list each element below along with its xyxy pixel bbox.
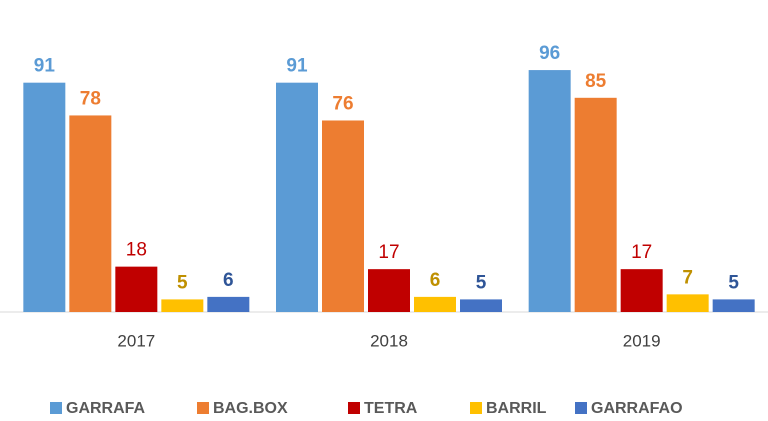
bar bbox=[414, 296, 456, 312]
bar bbox=[207, 296, 250, 312]
data-label: 17 bbox=[631, 242, 652, 263]
data-label: 18 bbox=[126, 240, 147, 261]
data-label: 5 bbox=[177, 272, 188, 293]
bar bbox=[666, 294, 709, 312]
data-label: 91 bbox=[34, 56, 56, 77]
data-label: 91 bbox=[286, 56, 308, 77]
legend-swatch bbox=[348, 402, 360, 414]
data-label: 7 bbox=[682, 267, 693, 288]
data-label: 5 bbox=[728, 272, 739, 293]
legend-label: BARRIL bbox=[486, 400, 547, 417]
x-tick-label: 2017 bbox=[117, 331, 155, 350]
legend-swatch bbox=[50, 402, 62, 414]
bar bbox=[460, 299, 502, 312]
legend-label: TETRA bbox=[364, 400, 418, 417]
bar bbox=[276, 82, 318, 313]
x-tick-label: 2018 bbox=[370, 331, 408, 350]
bar bbox=[23, 82, 66, 313]
bar bbox=[161, 299, 204, 312]
bar bbox=[322, 120, 364, 312]
bar bbox=[368, 269, 410, 312]
data-label: 17 bbox=[378, 242, 399, 263]
bar bbox=[115, 266, 158, 312]
data-label: 85 bbox=[585, 71, 607, 92]
bar bbox=[574, 97, 617, 312]
legend-swatch bbox=[197, 402, 209, 414]
data-label: 5 bbox=[476, 272, 487, 293]
data-label: 6 bbox=[223, 270, 234, 291]
legend-label: GARRAFAO bbox=[591, 400, 683, 417]
bar bbox=[528, 70, 571, 312]
data-label: 6 bbox=[430, 270, 441, 291]
x-tick-label: 2019 bbox=[623, 331, 661, 350]
data-label: 76 bbox=[332, 93, 353, 114]
bar bbox=[620, 269, 663, 312]
data-label: 96 bbox=[539, 43, 560, 64]
legend-swatch bbox=[470, 402, 482, 414]
legend-label: GARRAFA bbox=[66, 400, 146, 417]
bar bbox=[712, 299, 755, 312]
bar bbox=[69, 115, 112, 312]
data-label: 78 bbox=[80, 88, 101, 109]
legend-swatch bbox=[575, 402, 587, 414]
legend-label: BAG.BOX bbox=[213, 400, 288, 417]
